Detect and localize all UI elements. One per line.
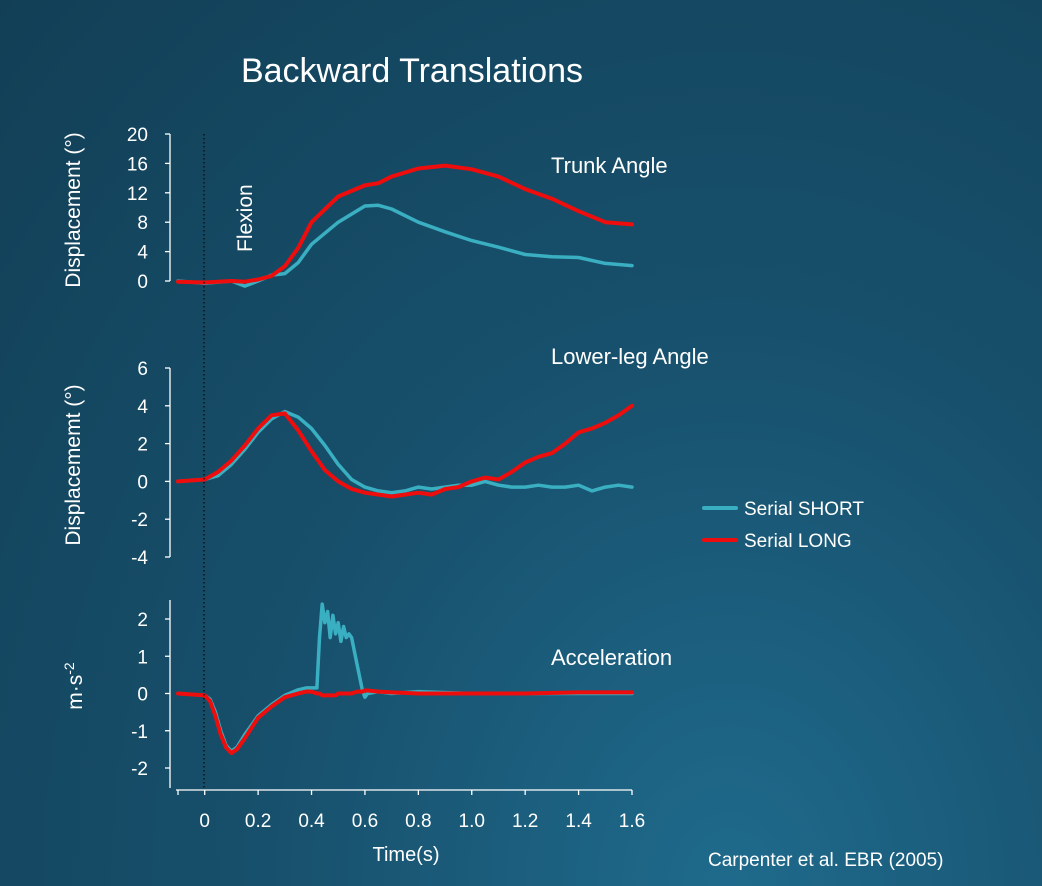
citation: Carpenter et al. EBR (2005)	[708, 850, 944, 871]
x-tick-label: 0.8	[405, 811, 431, 832]
x-tick-label: 0	[199, 811, 210, 832]
y-tick-label: 0	[137, 272, 148, 293]
y-tick-label: 4	[137, 397, 148, 418]
x-tick-label: 0.4	[298, 811, 325, 832]
panel-3: -2 -1 0 1 2 m·s-2 Acceleration 0 0.2 0.4 0.6 0.8 1.0…	[61, 600, 672, 866]
series-line-serial-long	[176, 688, 634, 756]
y-tick-label: -1	[131, 722, 148, 743]
y-tick-label: 0	[137, 685, 148, 706]
x-tick-label: 0.2	[245, 811, 271, 832]
panel-title: Lower-leg Angle	[551, 344, 709, 369]
y-axis-label: m·s-2	[61, 662, 87, 710]
y-axis-label: Displacememt (°)	[62, 384, 85, 545]
series-line-serial-long	[176, 403, 634, 499]
panel-title: Trunk Angle	[551, 153, 668, 178]
y-tick-label: -2	[131, 510, 148, 531]
y-tick-label: 0	[137, 472, 148, 493]
y-tick-label: 20	[127, 125, 148, 146]
y-tick-label: 4	[137, 243, 148, 264]
y-tick-label: 8	[137, 213, 148, 234]
x-axis-label: Time(s)	[372, 844, 439, 866]
panel-title: Acceleration	[551, 645, 672, 670]
panel-2: -4 -2 0 2 4 6 Displacememt (°) Lower-leg Angle	[62, 344, 709, 569]
y-tick-label: 6	[137, 359, 148, 380]
x-tick-label: 0.6	[352, 811, 378, 832]
series-line-serial-short	[176, 602, 634, 753]
y-tick-label: -2	[131, 759, 148, 780]
x-tick-label: 1.0	[459, 811, 485, 832]
x-tick-label: 1.2	[512, 811, 538, 832]
series-line-serial-short	[176, 409, 634, 495]
y-axis-label: Displacement (°)	[62, 132, 85, 287]
x-tick-label: 1.4	[565, 811, 592, 832]
flexion-label: Flexion	[234, 184, 257, 252]
series-line-serial-short	[176, 203, 634, 288]
legend: Serial SHORT Serial LONG	[702, 499, 864, 552]
panel-1: 0 4 8 12 16 20 Displacement (°) Trunk Angle	[62, 125, 668, 293]
series-line-serial-long	[176, 163, 634, 285]
figure-title: Backward Translations	[241, 52, 583, 90]
legend-label: Serial LONG	[744, 531, 852, 552]
y-tick-label: 16	[127, 154, 148, 175]
y-tick-label: 2	[137, 610, 148, 631]
y-tick-label: 2	[137, 435, 148, 456]
legend-label: Serial SHORT	[744, 499, 864, 520]
y-tick-label: -4	[131, 548, 148, 569]
x-tick-label: 1.6	[619, 811, 645, 832]
y-tick-label: 12	[127, 184, 148, 205]
y-tick-label: 1	[137, 647, 148, 668]
